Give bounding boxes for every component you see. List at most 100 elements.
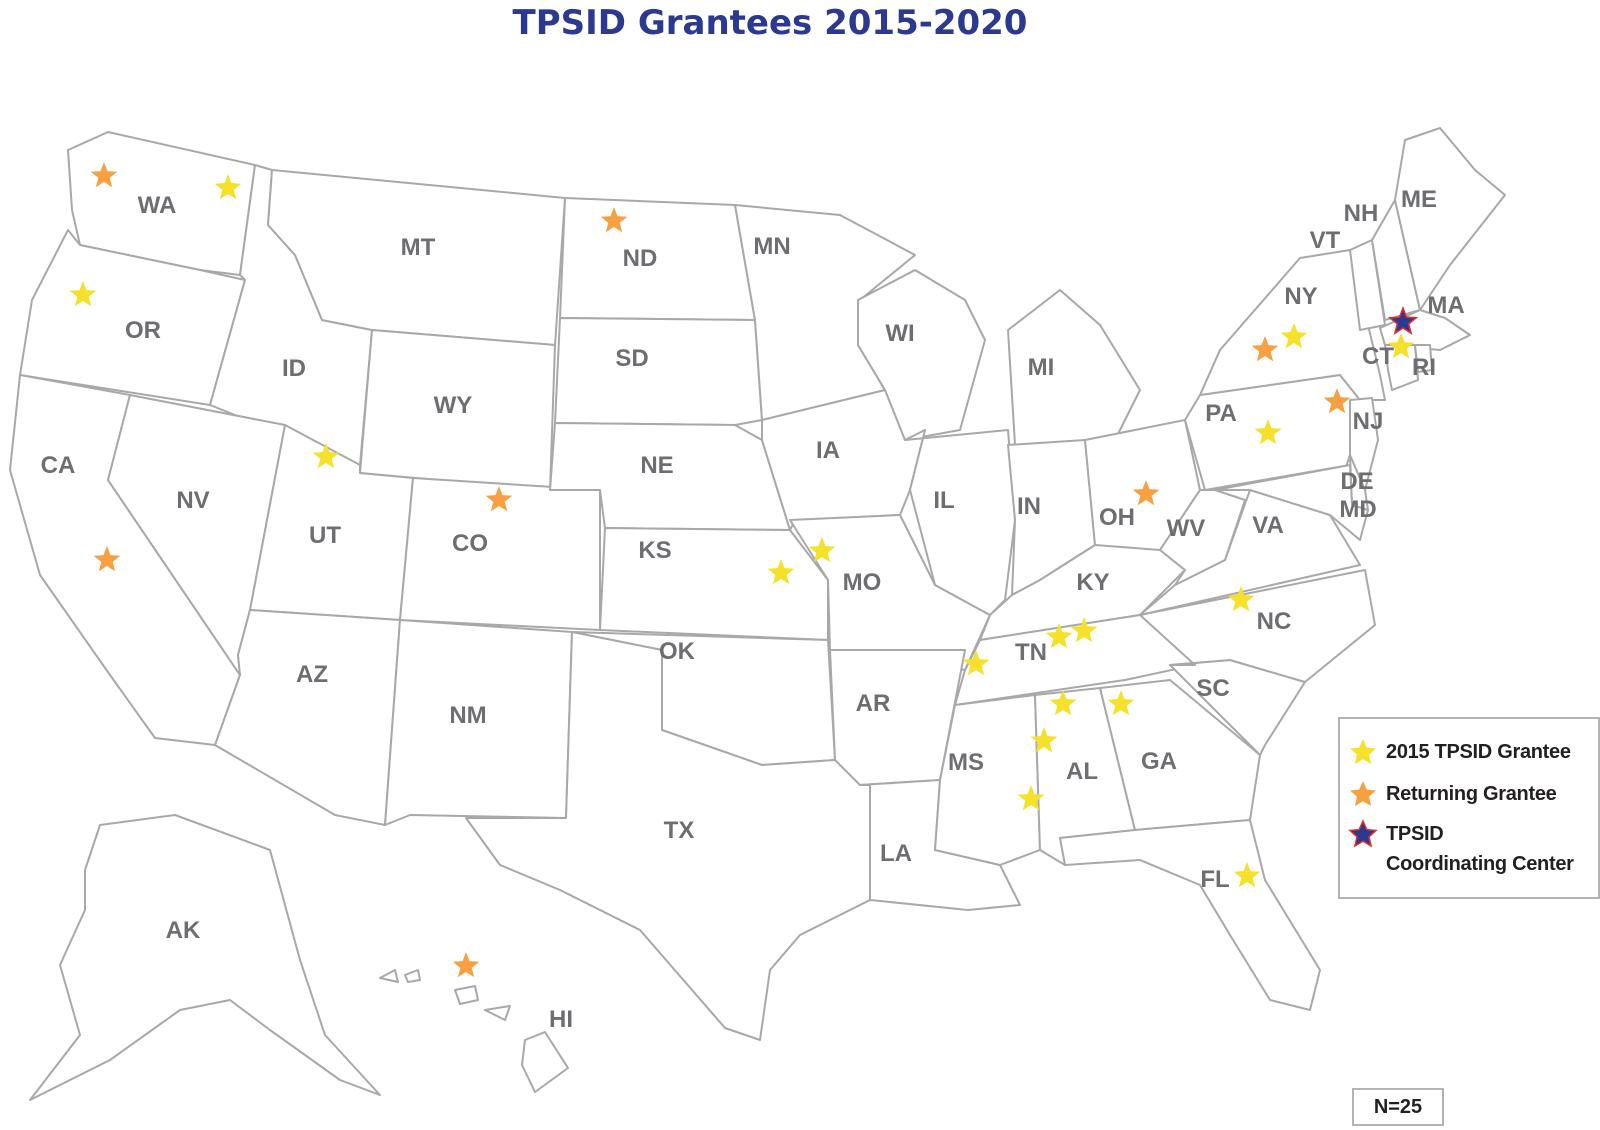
state-label-co: CO	[452, 530, 488, 557]
state-label-nc: NC	[1257, 608, 1292, 635]
state-label-ny: NY	[1284, 283, 1317, 310]
state-label-ct: CT	[1362, 343, 1394, 370]
grantee-2015-star-or[interactable]	[69, 281, 97, 307]
state-wa[interactable]	[67, 131, 256, 276]
returning-grantee-star-hi[interactable]	[452, 952, 480, 978]
legend: 2015 TPSID Grantee Returning Grantee TPS…	[1338, 717, 1600, 899]
state-me[interactable]	[1394, 127, 1506, 311]
state-label-ky: KY	[1076, 569, 1109, 596]
returning-grantee-star-nj[interactable]	[1323, 388, 1351, 414]
grantee-2015-star-ut[interactable]	[312, 443, 340, 469]
state-label-in: IN	[1017, 493, 1041, 520]
state-tx[interactable]	[465, 631, 871, 1041]
state-label-wi: WI	[885, 320, 914, 347]
returning-grantee-star-co[interactable]	[485, 486, 513, 512]
state-label-hi: HI	[549, 1006, 573, 1033]
state-label-nj: NJ	[1353, 408, 1384, 435]
state-md[interactable]	[1214, 464, 1369, 541]
state-label-mo: MO	[843, 569, 882, 596]
yellow-star-icon	[1350, 739, 1376, 764]
coordinating-center-star-ma[interactable]	[1387, 305, 1419, 335]
state-nd[interactable]	[559, 197, 756, 321]
state-label-wy: WY	[434, 392, 473, 419]
state-label-vt: VT	[1310, 227, 1341, 254]
state-az[interactable]	[214, 609, 401, 826]
state-wv[interactable]	[1159, 489, 1246, 586]
grantee-2015-star-wa[interactable]	[214, 174, 242, 200]
state-label-va: VA	[1252, 512, 1284, 539]
legend-label-returning-grantee: Returning Grantee	[1386, 783, 1557, 805]
state-ga[interactable]	[1099, 679, 1261, 831]
blue-star-icon	[1348, 819, 1378, 848]
state-wi[interactable]	[857, 269, 986, 441]
state-sd[interactable]	[554, 317, 763, 426]
state-label-ga: GA	[1141, 748, 1177, 775]
state-label-md: MD	[1339, 496, 1376, 523]
state-label-fl: FL	[1200, 866, 1229, 893]
state-label-az: AZ	[296, 661, 328, 688]
state-label-ia: IA	[816, 437, 840, 464]
state-hi[interactable]	[379, 969, 569, 1093]
state-label-mt: MT	[401, 234, 436, 261]
grantee-2015-star-ga[interactable]	[1107, 690, 1135, 716]
state-label-sd: SD	[615, 345, 648, 372]
state-ks[interactable]	[599, 527, 829, 641]
state-label-mn: MN	[753, 233, 790, 260]
returning-grantee-star-ny[interactable]	[1251, 336, 1279, 362]
grantee-2015-star-al[interactable]	[1030, 727, 1058, 753]
state-mo[interactable]	[789, 514, 991, 671]
state-label-tn: TN	[1015, 639, 1047, 666]
legend-label-center-line2: Coordinating Center	[1386, 853, 1574, 875]
grantee-2015-star-al[interactable]	[1049, 690, 1077, 716]
state-label-ok: OK	[659, 638, 696, 665]
returning-grantee-star-ca[interactable]	[93, 546, 121, 572]
state-label-nm: NM	[449, 702, 486, 729]
state-label-ca: CA	[41, 452, 76, 479]
legend-label-coordinating-center: TPSID Coordinating Center	[1386, 819, 1574, 879]
grantee-2015-star-pa[interactable]	[1254, 419, 1282, 445]
state-label-ne: NE	[640, 452, 673, 479]
grantee-2015-star-al[interactable]	[1017, 785, 1045, 811]
state-label-wv: WV	[1167, 515, 1206, 542]
grantee-2015-star-tn[interactable]	[1070, 617, 1098, 643]
state-ak[interactable]	[29, 814, 381, 1101]
state-label-ms: MS	[948, 749, 984, 776]
returning-grantee-star-nd[interactable]	[600, 207, 628, 233]
grantee-2015-star-fl[interactable]	[1233, 862, 1261, 888]
orange-star-icon	[1350, 781, 1376, 806]
state-ny[interactable]	[1199, 249, 1386, 401]
state-label-ks: KS	[638, 537, 671, 564]
state-label-oh: OH	[1099, 504, 1135, 531]
state-label-mi: MI	[1028, 354, 1055, 381]
state-label-nh: NH	[1344, 200, 1379, 227]
state-label-ma: MA	[1427, 292, 1464, 319]
grantee-2015-star-ct[interactable]	[1387, 333, 1415, 359]
grantee-2015-star-ny[interactable]	[1280, 323, 1308, 349]
state-label-tx: TX	[664, 817, 695, 844]
legend-item-coordinating-center: TPSID Coordinating Center	[1348, 819, 1574, 879]
state-label-or: OR	[125, 317, 161, 344]
legend-label-center-line1: TPSID	[1386, 823, 1444, 845]
grantee-2015-star-tn[interactable]	[1045, 623, 1073, 649]
state-label-nd: ND	[623, 245, 658, 272]
state-label-de: DE	[1340, 468, 1373, 495]
returning-grantee-star-wa[interactable]	[90, 162, 118, 188]
state-label-wa: WA	[138, 192, 177, 219]
grantee-count-label: N=25	[1352, 1088, 1444, 1126]
returning-grantee-star-oh[interactable]	[1132, 480, 1160, 506]
legend-item-returning-grantee: Returning Grantee	[1348, 779, 1557, 809]
state-nc[interactable]	[1139, 569, 1376, 683]
grantee-2015-star-mo[interactable]	[767, 559, 795, 585]
grantee-2015-star-tn[interactable]	[962, 650, 990, 676]
grantee-2015-star-mo[interactable]	[808, 537, 836, 563]
legend-label-2015-grantee: 2015 TPSID Grantee	[1386, 741, 1571, 763]
state-label-id: ID	[282, 355, 306, 382]
state-label-me: ME	[1401, 186, 1437, 213]
state-label-la: LA	[880, 840, 912, 867]
state-fl[interactable]	[1059, 819, 1321, 1011]
grantee-2015-star-nc[interactable]	[1227, 586, 1255, 612]
state-ri[interactable]	[1414, 344, 1433, 373]
state-nm[interactable]	[384, 619, 573, 826]
state-label-al: AL	[1066, 758, 1098, 785]
